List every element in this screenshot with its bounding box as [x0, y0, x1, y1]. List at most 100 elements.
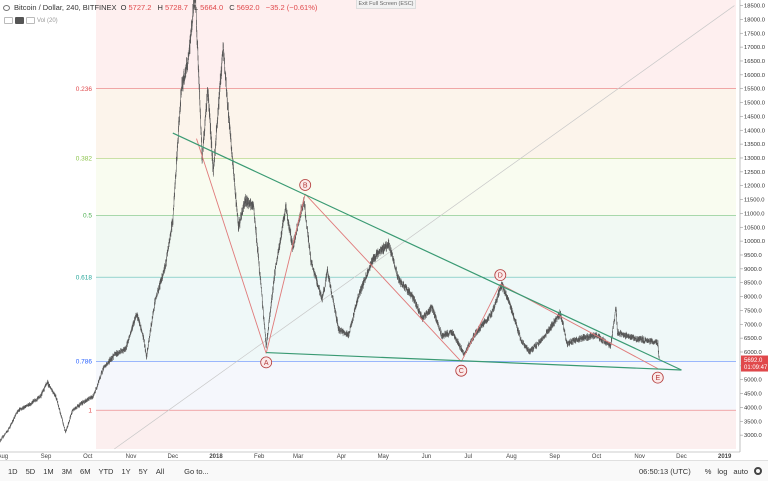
- last-price-value: 5692.0: [744, 358, 763, 364]
- percent-scale-toggle[interactable]: %: [704, 466, 712, 476]
- fib-level-label: 0.236: [76, 86, 93, 93]
- time-axis[interactable]: Aug Sep Oct Nov Dec 2018 Feb Mar Apr May Jun Jul Aug…: [0, 451, 740, 460]
- timeframe-6m[interactable]: 6M: [80, 466, 91, 476]
- wave-point-marker: [299, 179, 312, 191]
- price-tick-label: 10000.0: [744, 239, 765, 245]
- last-price-countdown: 01:09:47: [744, 365, 768, 371]
- fib-band-top: [96, 0, 736, 89]
- wave-point-label: B: [303, 183, 308, 190]
- wave-pattern-line: [304, 193, 462, 363]
- high-label: H: [157, 3, 163, 12]
- time-tick-label: Sep: [41, 454, 52, 460]
- wave-point-label: E: [655, 375, 660, 382]
- price-axis[interactable]: 3000.03500.04000.04500.05000.05500.06000…: [739, 0, 768, 460]
- time-tick-label: Oct: [592, 454, 602, 460]
- close-label: C: [229, 3, 235, 12]
- price-tick-label: 14500.0: [744, 114, 765, 120]
- wave-point-label: A: [264, 360, 269, 367]
- price-tick-label: 7500.0: [744, 308, 762, 314]
- price-tick-label: 3000.0: [744, 433, 762, 439]
- time-tick-label: 2019: [718, 454, 732, 460]
- wave-point-layer: A B C D E: [260, 179, 664, 384]
- utc-clock[interactable]: 06:50:13 (UTC): [639, 466, 691, 476]
- fib-level-label: 0.382: [76, 156, 93, 163]
- price-tick-label: 12500.0: [744, 170, 765, 176]
- price-tick-label: 6000.0: [744, 350, 762, 356]
- fib-band-bottom: [96, 410, 736, 449]
- last-price-tag: [741, 355, 768, 372]
- price-tick-label: 17500.0: [744, 31, 765, 37]
- time-tick-label: Oct: [83, 454, 93, 460]
- wave-pattern-line: [196, 138, 267, 354]
- trendline-layer: [172, 132, 682, 371]
- indicator-settings-icon[interactable]: [4, 17, 13, 24]
- price-tick-label: 16000.0: [744, 73, 765, 79]
- wave-point-d: D: [494, 269, 507, 281]
- time-tick-label: Sep: [549, 454, 560, 460]
- log-scale-toggle[interactable]: log: [717, 466, 728, 476]
- price-series: [0, 0, 660, 443]
- triangle-trendline: [172, 132, 682, 371]
- exit-fullscreen-button[interactable]: Exit Full Screen (ESC): [356, 0, 416, 9]
- timeframe-1y[interactable]: 1Y: [121, 466, 131, 476]
- wave-point-c: C: [455, 364, 468, 377]
- price-tick-label: 8000.0: [744, 295, 762, 301]
- time-tick-label: Jun: [422, 454, 432, 460]
- chart-header: Bitcoin / Dollar, 240, BITFINEX O 5727.2 …: [0, 0, 740, 16]
- time-tick-label: Aug: [0, 454, 8, 460]
- price-tick-label: 18500.0: [744, 4, 765, 10]
- visibility-eye-icon[interactable]: [3, 5, 10, 11]
- time-tick-label: May: [378, 454, 389, 460]
- timeframe-ytd[interactable]: YTD: [98, 466, 114, 476]
- time-tick-label: Mar: [293, 454, 303, 460]
- auto-scale-toggle[interactable]: auto: [733, 466, 748, 476]
- triangle-trendline: [266, 351, 682, 371]
- goto-date-button[interactable]: Go to...: [184, 466, 209, 476]
- timeframe-1d[interactable]: 1D: [8, 466, 18, 476]
- timeframe-1m[interactable]: 1M: [43, 466, 54, 476]
- price-tick-label: 10500.0: [744, 225, 765, 231]
- price-tick-label: 9000.0: [744, 267, 762, 273]
- open-label: O: [120, 3, 127, 12]
- price-tick-label: 9500.0: [744, 253, 762, 259]
- timeframe-5y[interactable]: 5Y: [138, 466, 148, 476]
- timeframe-3m[interactable]: 3M: [61, 466, 73, 476]
- indicator-label[interactable]: Vol (20): [37, 17, 58, 24]
- price-tick-label: 18000.0: [744, 17, 765, 23]
- time-tick-label: Apr: [337, 454, 346, 460]
- gear-icon[interactable]: [754, 467, 762, 475]
- fibonacci-bands: [96, 0, 736, 449]
- timeframe-all[interactable]: All: [155, 466, 165, 476]
- fib-band: [96, 158, 736, 216]
- price-tick-label: 14000.0: [744, 128, 765, 134]
- fib-band: [96, 277, 736, 362]
- wave-point-marker: [455, 364, 468, 377]
- wave-point-e: E: [651, 371, 664, 384]
- timeframe-5d[interactable]: 5D: [25, 466, 36, 476]
- time-tick-label: Dec: [676, 454, 687, 460]
- time-tick-label: Feb: [254, 454, 265, 460]
- price-tick-label: 11500.0: [744, 198, 765, 204]
- open-value: 5727.2: [128, 3, 152, 12]
- fib-level-label: 1: [88, 407, 92, 414]
- indicator-toggle-icon[interactable]: [15, 17, 24, 24]
- indicator-close-icon[interactable]: [26, 17, 35, 24]
- fib-level-label: 0.786: [76, 359, 93, 366]
- time-tick-label: Jul: [464, 454, 472, 460]
- price-tick-label: 6500.0: [744, 336, 762, 342]
- price-tick-label: 12000.0: [744, 184, 765, 190]
- price-tick-label: 8500.0: [744, 281, 762, 287]
- symbol-title[interactable]: Bitcoin / Dollar, 240, BITFINEX: [14, 3, 117, 12]
- time-tick-label: Nov: [126, 454, 137, 460]
- time-tick-label: Dec: [167, 454, 178, 460]
- bottom-toolbar: 1D 5D 1M 3M 6M YTD 1Y 5Y All Go to... 06…: [0, 460, 768, 481]
- price-tick-label: 3500.0: [744, 419, 762, 425]
- fibonacci-labels: 0.236 0.382 0.5 0.618 0.786 1: [76, 86, 93, 415]
- price-tick-label: 16500.0: [744, 59, 765, 65]
- diagonal-line: [114, 5, 735, 450]
- price-tick-label: 13500.0: [744, 142, 765, 148]
- price-tick-label: 4000.0: [744, 405, 762, 411]
- wave-point-label: D: [498, 273, 503, 280]
- wave-point-b: B: [299, 179, 312, 191]
